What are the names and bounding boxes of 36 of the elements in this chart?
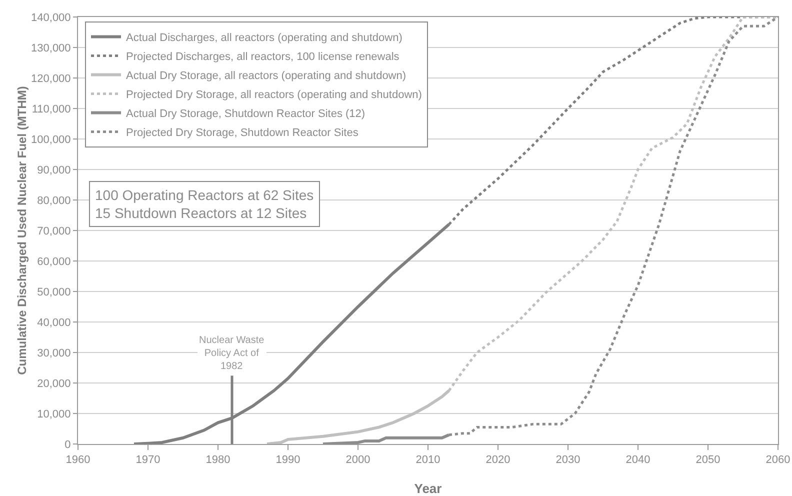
legend-label: Actual Dry Storage, all reactors (operating and shutdown) <box>126 70 406 82</box>
legend-label: Projected Discharges, all reactors, 100 license renewals <box>126 51 400 64</box>
y-tick-label: 130,000 <box>31 42 71 54</box>
y-axis-title: Cumulative Discharged Used Nuclear Fuel (MTHM) <box>15 86 30 375</box>
x-tick-label: 1980 <box>206 454 230 466</box>
annotation: 100 Operating Reactors at 62 Sites 15 Shutdown Reactors at 12 Sites <box>95 187 314 222</box>
legend-label: Projected Dry Storage, Shutdown Reactor Sites <box>126 127 359 140</box>
x-tick-label: 2010 <box>416 454 440 466</box>
y-tick-label: 60,000 <box>37 256 71 268</box>
x-tick-label: 1990 <box>276 454 300 466</box>
y-tick-label: 10,000 <box>37 408 71 420</box>
y-tick-label: 100,000 <box>31 134 71 146</box>
y-tick-label: 110,000 <box>32 103 71 116</box>
y-tick-label: 0 <box>64 438 71 451</box>
x-tick-label: 1960 <box>66 454 90 466</box>
x-tick-label: 2040 <box>626 454 650 466</box>
x-tick-label: 2060 <box>766 454 790 466</box>
y-tick-label: 50,000 <box>37 286 71 298</box>
x-tick-label: 2020 <box>486 454 510 466</box>
y-tick-label: 90,000 <box>37 164 71 176</box>
x-tick-label: 1970 <box>136 454 160 466</box>
y-tick-label: 40,000 <box>37 316 71 329</box>
legend-label: Actual Discharges, all reactors (operating and shutdown) <box>126 32 402 44</box>
y-tick-label: 30,000 <box>37 347 71 360</box>
x-tick-label: 2030 <box>556 454 580 466</box>
y-tick-label: 140,000 <box>31 12 71 24</box>
x-tick-label: 2050 <box>696 454 720 466</box>
y-tick-label: 80,000 <box>37 194 71 207</box>
y-tick-label: 20,000 <box>37 378 71 390</box>
legend-label: Projected Dry Storage, all reactors (operating and shutdown) <box>126 89 422 102</box>
ref-line-label: Nuclear Waste Policy Act of 1982 <box>199 335 265 372</box>
y-tick-label: 120,000 <box>31 72 71 85</box>
y-tick-label: 70,000 <box>37 225 71 238</box>
x-axis-title: Year <box>414 481 442 496</box>
x-tick-label: 2000 <box>346 454 370 466</box>
legend-label: Actual Dry Storage, Shutdown Reactor Sites (12) <box>126 108 366 120</box>
